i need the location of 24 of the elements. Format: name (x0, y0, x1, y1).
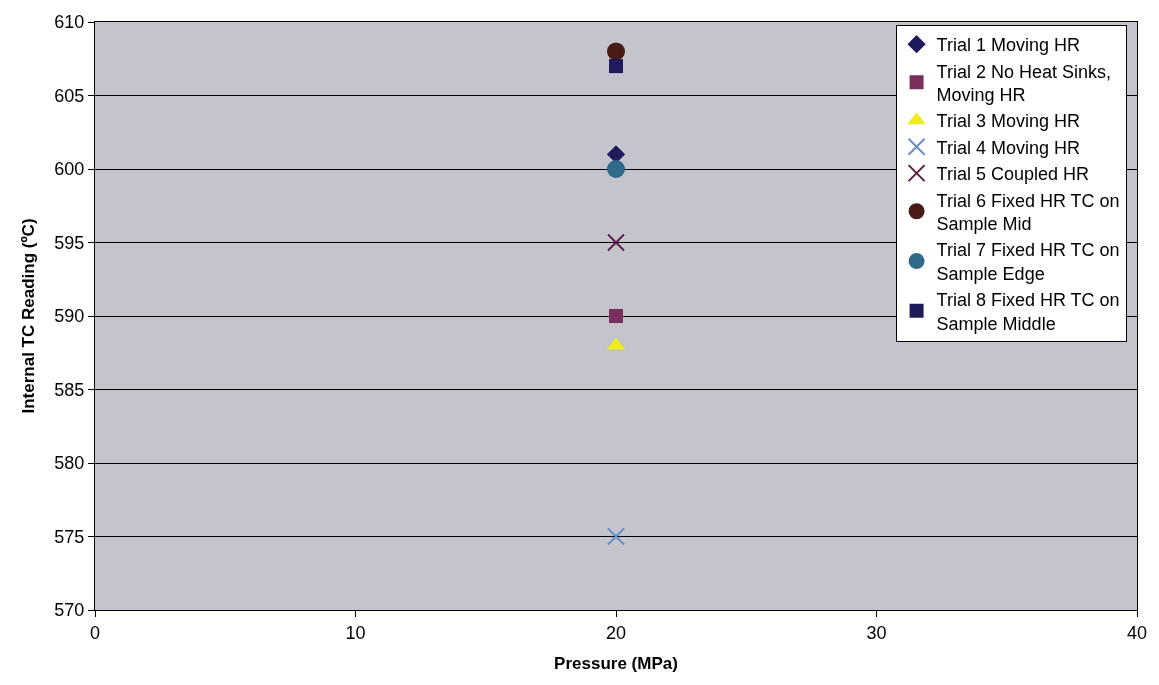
y-tick-label: 580 (54, 453, 85, 474)
y-tick-label: 585 (54, 379, 85, 400)
legend-label: Trial 6 Fixed HR TC on Sample Mid (936, 190, 1120, 234)
legend-label: Trial 1 Moving HR (936, 35, 1080, 56)
x-axis-title: Pressure (MPa) (554, 654, 678, 673)
y-tick-label: 570 (54, 600, 85, 621)
x-tick-label: 10 (345, 622, 366, 643)
x-tick-label: 20 (605, 622, 627, 643)
x-tick-label: 30 (866, 622, 887, 643)
y-tick-label: 605 (54, 85, 85, 106)
legend-label: Trial 7 Fixed HR TC on Sample Edge (936, 240, 1120, 284)
legend-label: Trial 4 Moving HR (936, 137, 1080, 158)
y-tick-label: 575 (54, 526, 85, 547)
y-axis-title: Internal TC Reading (ºC) (18, 218, 38, 414)
y-tick-label: 595 (54, 232, 85, 253)
legend-label: Trial 8 Fixed HR TC on Sample Middle (936, 290, 1120, 334)
y-tick-label: 610 (54, 12, 85, 33)
y-tick-label: 590 (54, 306, 85, 327)
legend-label: Trial 3 Moving HR (936, 111, 1080, 132)
legend-label: Trial 5 Coupled HR (936, 164, 1089, 185)
y-tick-label: 600 (54, 159, 85, 180)
legend-label: Trial 2 No Heat Sinks, Moving HR (936, 61, 1111, 105)
x-tick-label: 40 (1126, 622, 1148, 643)
x-tick-label: 0 (89, 622, 101, 643)
